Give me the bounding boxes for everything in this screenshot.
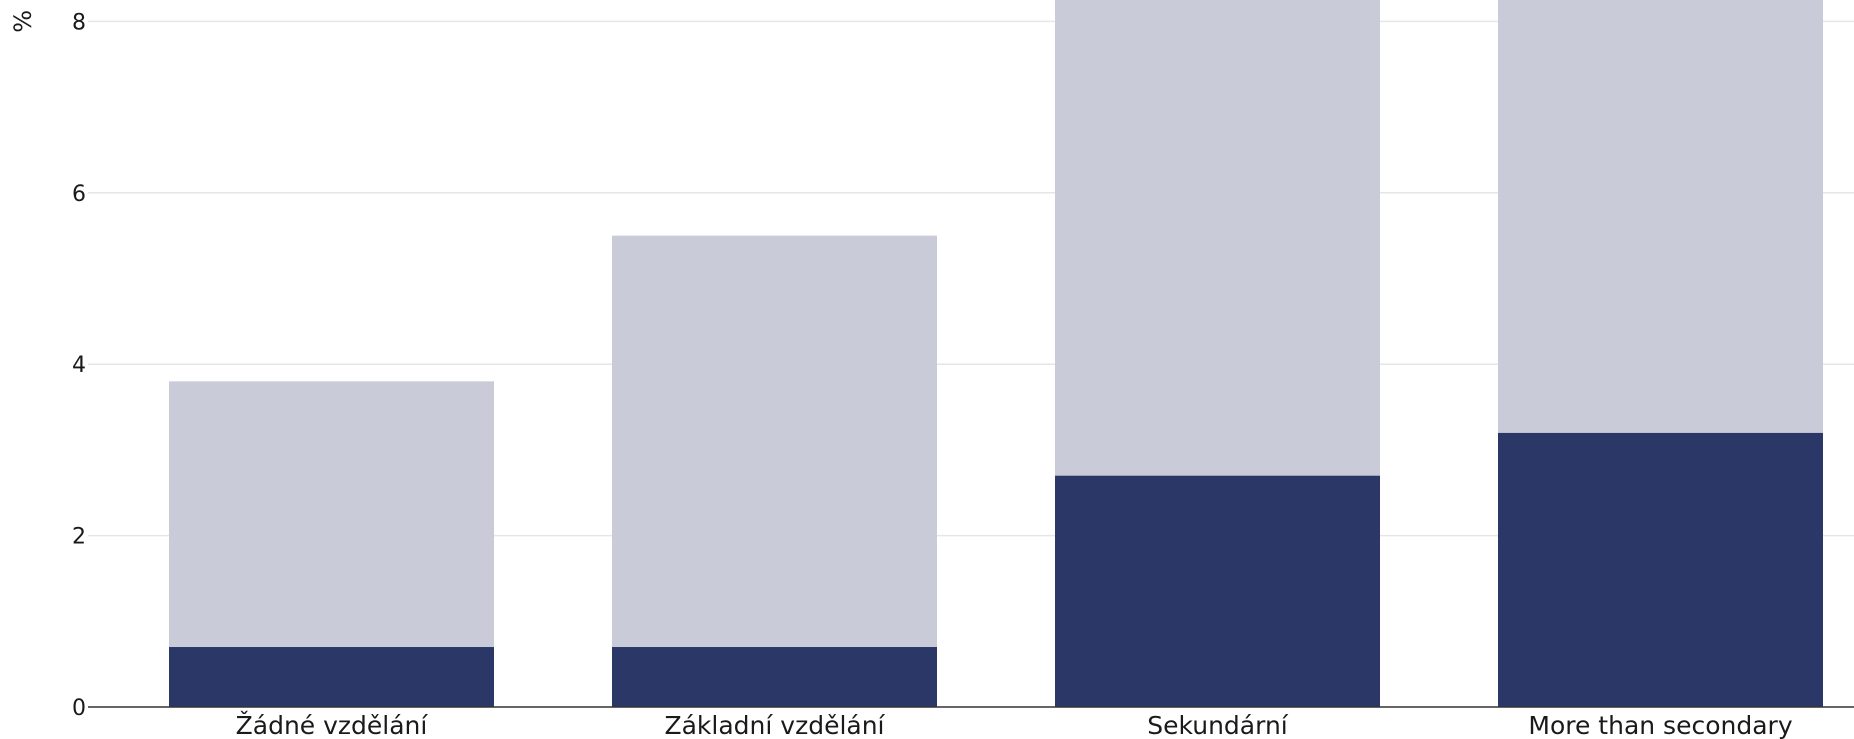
y-tick-label: 4 — [72, 353, 86, 378]
x-category-label: Základní vzdělání — [664, 711, 885, 739]
x-category-label: More than secondary — [1528, 711, 1792, 739]
y-tick-label: 0 — [72, 696, 86, 721]
y-tick-label: 6 — [72, 182, 86, 207]
bar-segment-upper — [1498, 0, 1823, 433]
y-axis-ticks: 0246810121416 — [72, 10, 86, 721]
bar-segment-upper — [1055, 0, 1380, 476]
x-axis-labels: Žádné vzdělání Základní vzdělání Sekundárn… — [236, 711, 1793, 739]
bar-segment-lower — [169, 647, 494, 707]
y-tick-label: 2 — [72, 525, 86, 550]
y-tick-label: 8 — [72, 10, 86, 35]
bar-segment-lower — [1055, 475, 1380, 707]
bar-segment-lower — [1498, 432, 1823, 707]
x-category-label: Žádné vzdělání — [236, 711, 429, 739]
bars — [169, 0, 1823, 707]
y-axis-title: % — [9, 10, 37, 33]
x-category-label: Sekundární — [1147, 711, 1289, 739]
bar-segment-lower — [612, 647, 937, 707]
bar-segment-upper — [169, 381, 494, 648]
bar-segment-upper — [612, 235, 937, 648]
